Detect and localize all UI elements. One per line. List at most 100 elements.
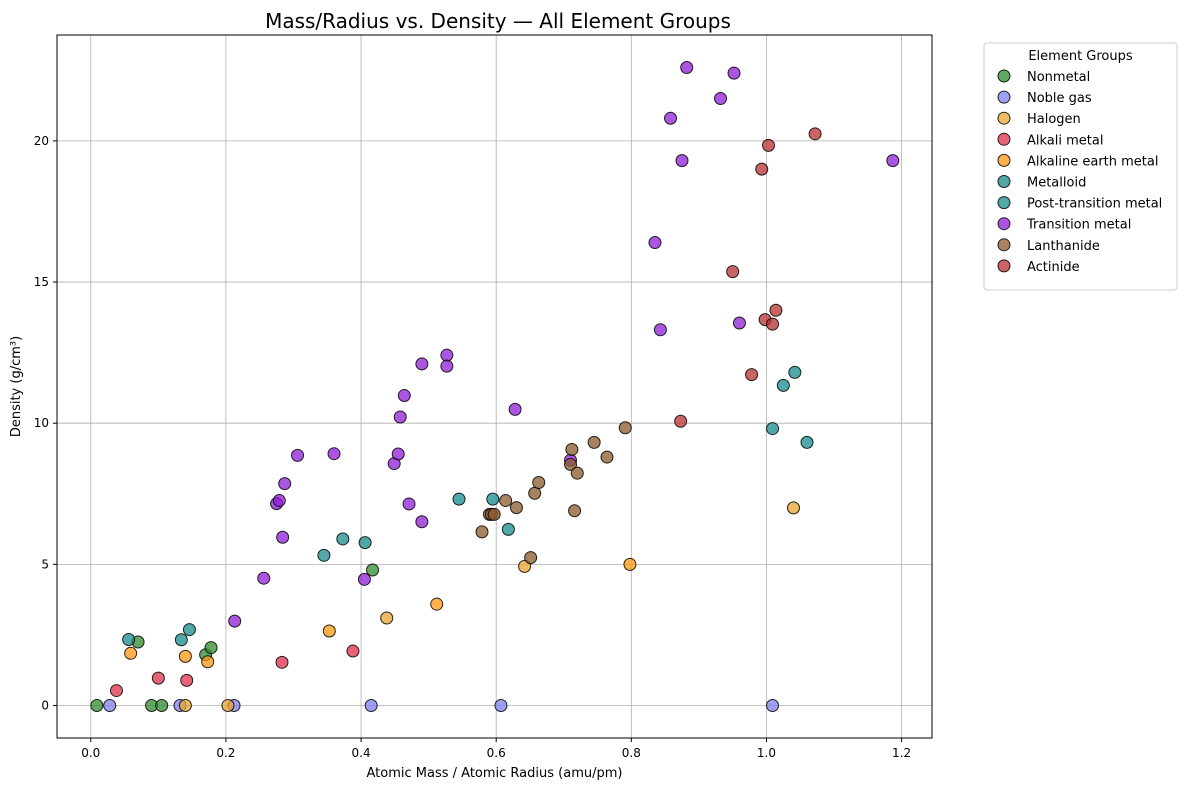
data-point bbox=[364, 699, 378, 713]
data-point bbox=[221, 699, 235, 713]
data-point bbox=[675, 154, 689, 168]
data-point bbox=[317, 548, 331, 562]
data-point bbox=[204, 641, 218, 655]
data-point bbox=[727, 66, 741, 80]
data-point bbox=[151, 671, 165, 685]
data-point bbox=[366, 563, 380, 577]
data-point bbox=[600, 450, 614, 464]
data-point bbox=[475, 525, 489, 539]
data-point bbox=[322, 624, 336, 638]
series-transition-metal bbox=[228, 60, 900, 628]
data-point bbox=[664, 111, 678, 125]
data-point bbox=[391, 447, 405, 461]
y-tick-label: 0 bbox=[41, 699, 49, 713]
legend-label: Lanthanide bbox=[1027, 239, 1100, 254]
legend-marker bbox=[997, 132, 1011, 146]
data-point bbox=[122, 632, 136, 646]
data-point bbox=[800, 435, 814, 449]
series-metalloid bbox=[122, 532, 372, 647]
data-point bbox=[402, 497, 416, 511]
legend-marker bbox=[997, 90, 1011, 104]
data-point bbox=[124, 646, 138, 660]
data-point bbox=[174, 633, 188, 647]
data-point bbox=[440, 348, 454, 362]
legend-marker bbox=[997, 217, 1011, 231]
legend-marker bbox=[997, 196, 1011, 210]
data-point bbox=[291, 448, 305, 462]
x-tick-label: 0.0 bbox=[81, 746, 100, 760]
data-point bbox=[726, 265, 740, 279]
legend-marker bbox=[997, 175, 1011, 188]
grid bbox=[57, 35, 932, 738]
legend-marker bbox=[997, 238, 1011, 252]
data-point bbox=[494, 699, 508, 713]
legend-label: Halogen bbox=[1027, 112, 1081, 127]
data-point bbox=[769, 303, 783, 317]
data-point bbox=[653, 323, 667, 337]
y-axis-label: Density (g/cm³) bbox=[9, 336, 24, 437]
data-point bbox=[393, 410, 407, 424]
legend-label: Nonmetal bbox=[1027, 70, 1090, 85]
data-point bbox=[501, 522, 515, 536]
x-tick-label: 0.2 bbox=[216, 746, 235, 760]
data-point bbox=[276, 530, 290, 544]
data-point bbox=[714, 92, 728, 106]
legend-marker bbox=[997, 259, 1011, 273]
data-point bbox=[336, 532, 350, 546]
legend-marker bbox=[997, 111, 1011, 125]
data-point bbox=[524, 551, 538, 565]
data-point bbox=[568, 504, 582, 518]
data-point bbox=[178, 699, 192, 713]
series-post-transition-metal bbox=[452, 365, 814, 536]
data-point bbox=[346, 644, 360, 658]
legend-marker bbox=[997, 69, 1011, 83]
data-point bbox=[886, 154, 900, 168]
data-point bbox=[732, 316, 746, 330]
data-point bbox=[509, 501, 523, 515]
data-point bbox=[499, 494, 513, 508]
x-tick-label: 0.6 bbox=[487, 746, 506, 760]
data-point bbox=[327, 447, 341, 461]
data-point bbox=[532, 475, 546, 489]
data-point bbox=[776, 378, 790, 392]
series-actinide bbox=[674, 127, 822, 428]
chart-title: Mass/Radius vs. Density — All Element Gr… bbox=[265, 9, 731, 33]
legend-label: Metalloid bbox=[1027, 176, 1086, 191]
data-point bbox=[623, 557, 637, 571]
legend-title: Element Groups bbox=[1028, 49, 1133, 64]
axis-ticks: 0.0 0.2 0.4 0.6 0.8 1.0 1.2 0 5 10 15 20 bbox=[34, 134, 911, 760]
data-point bbox=[564, 457, 578, 471]
legend-label: Post-transition metal bbox=[1027, 197, 1162, 212]
data-point bbox=[228, 614, 242, 628]
legend-label: Actinide bbox=[1027, 260, 1080, 275]
legend-box bbox=[983, 42, 1178, 291]
data-point bbox=[180, 673, 194, 687]
x-tick-label: 1.2 bbox=[892, 746, 911, 760]
y-tick-label: 5 bbox=[41, 557, 49, 571]
data-point bbox=[155, 699, 169, 713]
data-point bbox=[275, 655, 289, 669]
data-point bbox=[766, 699, 780, 713]
data-point bbox=[680, 60, 694, 74]
data-point bbox=[766, 422, 780, 436]
data-point bbox=[766, 317, 780, 331]
data-point bbox=[278, 477, 292, 491]
y-tick-label: 15 bbox=[34, 275, 49, 289]
data-point bbox=[182, 623, 196, 637]
data-point bbox=[430, 597, 444, 611]
data-point bbox=[761, 138, 775, 152]
y-tick-label: 20 bbox=[34, 134, 49, 148]
data-point bbox=[272, 494, 286, 508]
legend-label: Transition metal bbox=[1026, 218, 1131, 233]
data-point bbox=[528, 486, 542, 500]
x-tick-label: 1.0 bbox=[757, 746, 776, 760]
data-point bbox=[745, 368, 759, 382]
data-point bbox=[486, 492, 500, 506]
x-tick-label: 0.8 bbox=[622, 746, 641, 760]
legend-marker bbox=[997, 153, 1011, 167]
series-lanthanide bbox=[475, 421, 632, 565]
data-point bbox=[257, 571, 271, 585]
data-point bbox=[786, 501, 800, 515]
legend: Element Groups Nonmetal Noble gas Halogen A… bbox=[983, 42, 1178, 291]
